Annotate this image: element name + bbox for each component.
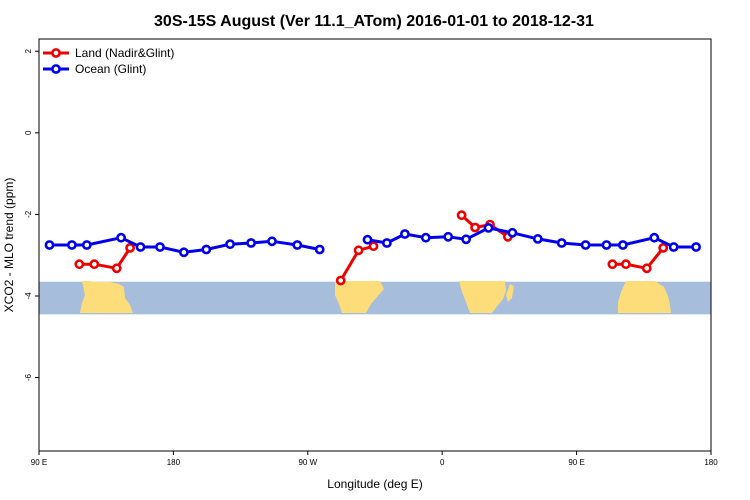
- series-1-point-1-11: [601, 240, 612, 250]
- series-1-point-0-6: [178, 247, 189, 258]
- series-1: [44, 222, 701, 258]
- series-1-point-1-10: [580, 240, 591, 250]
- y-tick-label-4: -6: [24, 373, 33, 381]
- plot-frame: [38, 38, 712, 452]
- series-1-point-0-0: [44, 240, 55, 250]
- series-0-point-3-2: [641, 263, 652, 274]
- series-1-point-1-8: [532, 233, 543, 244]
- x-tick-label-0: 90 E: [31, 458, 47, 467]
- series-1-point-1-13: [649, 232, 660, 243]
- series-layer: [44, 210, 701, 286]
- y-tick-label-3: -4: [24, 292, 33, 300]
- chart-title: 30S-15S August (Ver 11.1_ATom) 2016-01-0…: [154, 13, 594, 30]
- series-1-point-1-14: [668, 242, 679, 252]
- series-1-point-0-5: [155, 242, 165, 252]
- series-1-point-0-4: [135, 242, 146, 252]
- series-1-point-0-1: [67, 240, 77, 250]
- series-0-point-1-1: [353, 245, 364, 256]
- series-1-point-1-6: [483, 222, 494, 233]
- series-1-point-1-0: [362, 234, 373, 245]
- series-1-point-0-7: [201, 244, 212, 255]
- series-1-point-0-12: [314, 244, 325, 255]
- series-1-point-0-2: [81, 240, 92, 250]
- series-0-point-3-3: [658, 242, 669, 253]
- series-0-point-0-0: [74, 259, 85, 270]
- series-0-point-1-2: [368, 241, 379, 252]
- legend-marker-0: [51, 48, 61, 58]
- series-1-point-1-15: [691, 242, 701, 252]
- land-australia: [618, 281, 671, 313]
- series-0-point-0-3: [125, 242, 136, 253]
- land-madagascar: [506, 284, 514, 302]
- x-tick-label-5: 180: [704, 458, 718, 467]
- series-1-point-0-8: [225, 239, 235, 250]
- legend-marker-1: [51, 64, 61, 74]
- y-tick-label-2: -2: [24, 210, 33, 218]
- series-0-point-3-0: [607, 259, 618, 270]
- land-africa-center: [459, 281, 506, 313]
- series-0-point-2-0: [456, 210, 467, 221]
- series-1-point-1-3: [420, 232, 431, 243]
- series-1-point-1-1: [381, 238, 392, 248]
- series-1-point-1-5: [461, 234, 471, 245]
- series-1-point-0-3: [116, 232, 126, 243]
- x-axis-label: Longitude (deg E): [327, 477, 422, 491]
- legend-label-1: Ocean (Glint): [75, 62, 146, 76]
- series-1-point-1-4: [443, 231, 454, 242]
- y-axis: 2 0 -2 -4 -6: [24, 48, 39, 381]
- land-south-america-east: [335, 281, 384, 313]
- x-tick-label-4: 90 E: [568, 458, 584, 467]
- x-axis: 90 E 180 90 W 0 90 E 180: [31, 451, 718, 467]
- series-1-point-1-2: [399, 229, 410, 239]
- legend-label-0: Land (Nadir&Glint): [75, 46, 174, 60]
- land-africa-west-coast: [80, 281, 133, 313]
- series-0-point-0-1: [89, 259, 100, 270]
- series-1-point-1-12: [618, 240, 628, 250]
- y-axis-label: XCO2 - MLO trend (ppm): [2, 178, 16, 313]
- series-0-point-1-0: [335, 275, 346, 286]
- series-0-point-2-1: [470, 222, 480, 233]
- x-tick-label-1: 180: [167, 458, 181, 467]
- series-1-point-1-7: [507, 227, 518, 238]
- y-tick-label-1: 0: [24, 130, 33, 135]
- legend: Land (Nadir&Glint) Ocean (Glint): [43, 46, 174, 76]
- x-tick-label-3: 0: [440, 458, 445, 467]
- series-1-point-0-11: [292, 240, 303, 250]
- series-0-point-0-2: [111, 263, 122, 274]
- x-tick-label-2: 90 W: [298, 458, 317, 467]
- series-0: [74, 210, 669, 286]
- series-0-line-0: [79, 247, 132, 270]
- series-1-point-0-10: [267, 236, 277, 247]
- series-0-line-3: [612, 246, 665, 270]
- series-1-line-1: [367, 226, 697, 249]
- world-map-band: [39, 281, 711, 315]
- y-tick-label-0: 2: [24, 48, 33, 53]
- series-0-point-3-1: [621, 259, 631, 270]
- series-1-point-1-9: [556, 238, 567, 248]
- series-1-point-0-9: [246, 238, 256, 248]
